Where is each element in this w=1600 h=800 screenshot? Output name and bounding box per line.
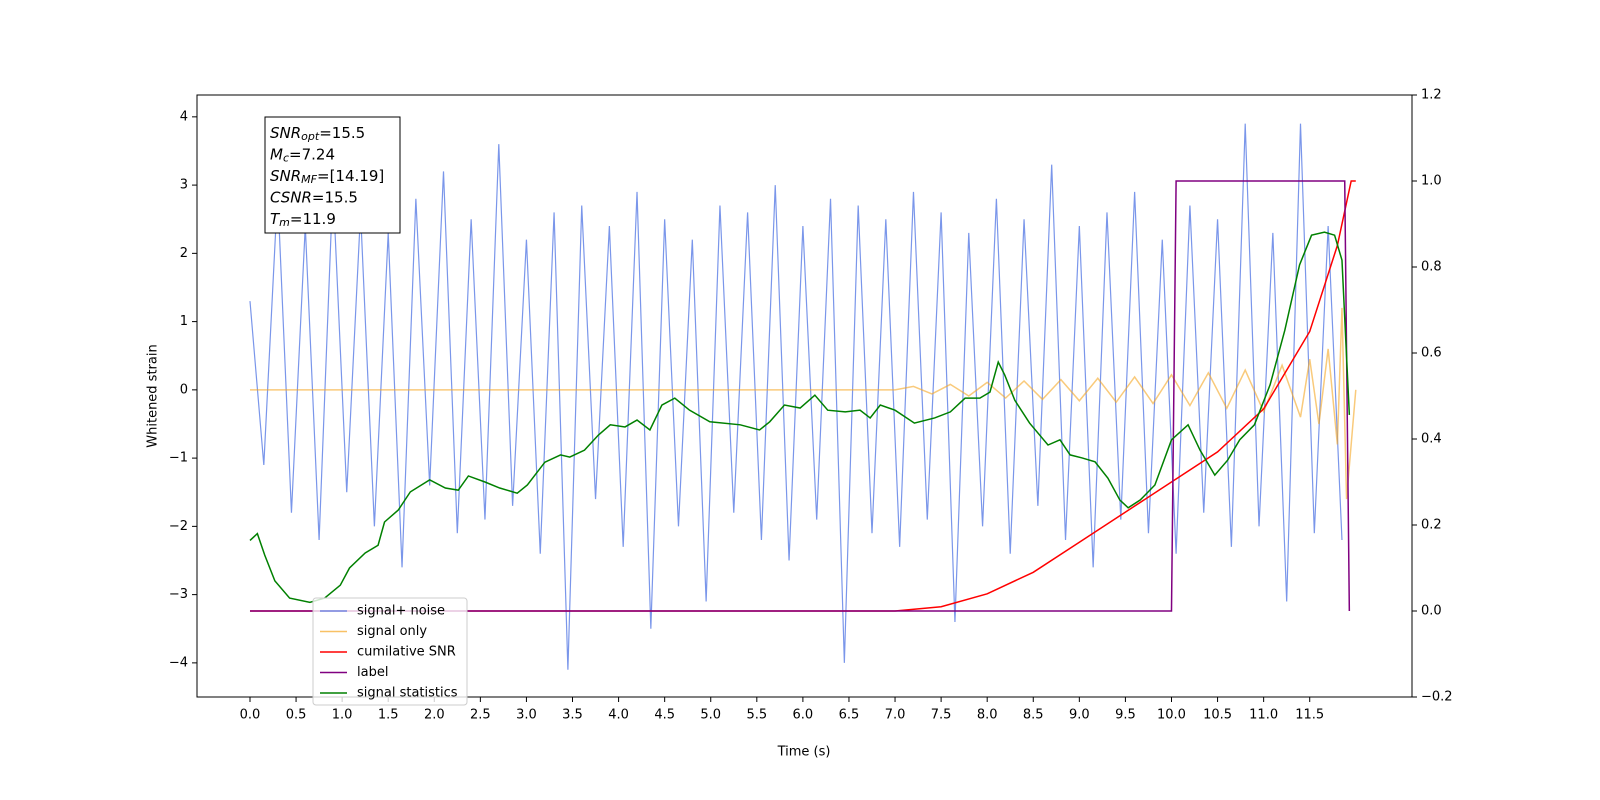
x-tick-label: 5.5 xyxy=(746,708,767,723)
x-tick-label: 4.5 xyxy=(654,708,675,723)
y-tick-label: −4 xyxy=(169,655,188,670)
series-line xyxy=(249,180,1351,612)
annotation-line: CSNR=15.5 xyxy=(270,188,358,206)
series-line xyxy=(249,307,1357,500)
annotation-symbol: SNR xyxy=(270,124,301,142)
series-line xyxy=(249,180,1356,612)
annotation-box: SNRopt=15.5Mc=7.24SNRMF=[14.19]CSNR=15.5… xyxy=(264,116,401,234)
x-tick-label: 8.0 xyxy=(977,708,998,723)
annotation-frame xyxy=(264,116,401,234)
x-tick-label: 10.5 xyxy=(1203,708,1232,723)
annotation-line: Mc=7.24 xyxy=(270,145,335,165)
x-tick-label: 5.0 xyxy=(700,708,721,723)
x-tick-label: 6.5 xyxy=(839,708,860,723)
x-tick-label: 0.0 xyxy=(240,708,261,723)
x-axis-label: Time (s) xyxy=(777,745,831,760)
x-tick-label: 3.0 xyxy=(516,708,537,723)
y-tick-label: −1 xyxy=(169,451,188,466)
x-tick-label: 3.5 xyxy=(562,708,583,723)
y2-tick-label: 1.2 xyxy=(1421,88,1442,103)
legend-label: signal statistics xyxy=(357,686,458,701)
annotation-symbol: CSNR xyxy=(270,188,312,206)
x-tick-label: 11.0 xyxy=(1249,708,1278,723)
y2-tick-label: 0.6 xyxy=(1421,346,1442,361)
annotation-symbol: SNR xyxy=(270,167,301,185)
annotation-subscript: c xyxy=(283,152,289,165)
x-tick-label: 7.5 xyxy=(931,708,952,723)
y-tick-label: 4 xyxy=(180,109,188,124)
annotation-subscript: MF xyxy=(301,173,317,186)
series-line xyxy=(249,123,1343,670)
y2-tick-label: 1.0 xyxy=(1421,174,1442,189)
legend-label: signal+ noise xyxy=(357,604,445,619)
x-tick-label: 2.5 xyxy=(470,708,491,723)
annotation-symbol: T xyxy=(270,210,281,228)
y-tick-label: 3 xyxy=(180,178,188,193)
annotation-value: =[14.19] xyxy=(317,167,384,185)
legend-label: cumilative SNR xyxy=(357,645,456,660)
y-tick-label: −3 xyxy=(169,587,188,602)
y2-tick-label: 0.0 xyxy=(1421,604,1442,619)
legend-label: label xyxy=(357,665,388,680)
y2-tick-label: 0.4 xyxy=(1421,432,1442,447)
y-tick-label: 0 xyxy=(180,382,188,397)
y-tick-label: 2 xyxy=(180,246,188,261)
annotation-line: SNRopt=15.5 xyxy=(270,124,365,144)
x-tick-label: 4.0 xyxy=(608,708,629,723)
x-tick-label: 11.5 xyxy=(1295,708,1324,723)
annotation-value: =7.24 xyxy=(289,145,335,163)
annotation-line: SNRMF=[14.19] xyxy=(270,167,384,187)
series-line xyxy=(249,231,1351,604)
plot-area xyxy=(249,123,1357,670)
x-tick-label: 9.0 xyxy=(1069,708,1090,723)
annotation-line: Tm=11.9 xyxy=(270,210,336,230)
annotation-subscript: opt xyxy=(301,130,320,143)
y2-tick-label: 0.2 xyxy=(1421,518,1442,533)
y-tick-label: −2 xyxy=(169,519,188,534)
x-tick-label: 7.0 xyxy=(885,708,906,723)
annotation-value: =15.5 xyxy=(312,188,358,206)
y2-tick-label: 0.8 xyxy=(1421,260,1442,275)
x-tick-label: 1.0 xyxy=(332,708,353,723)
x-tick-label: 9.5 xyxy=(1115,708,1136,723)
annotation-value: =15.5 xyxy=(319,124,365,142)
axes-frame xyxy=(196,94,1413,698)
annotation-subscript: m xyxy=(279,216,290,229)
y2-tick-label: −0.2 xyxy=(1421,690,1453,705)
y-axis-label: Whitened strain xyxy=(146,344,161,447)
x-tick-label: 8.5 xyxy=(1023,708,1044,723)
legend-label: signal only xyxy=(357,624,427,639)
x-tick-label: 1.5 xyxy=(378,708,399,723)
legend: signal+ noise signal only cumilative SNR la… xyxy=(312,597,468,706)
annotation-value: =11.9 xyxy=(290,210,336,228)
y-tick-label: 1 xyxy=(180,314,188,329)
annotation-symbol: M xyxy=(270,145,283,163)
x-tick-label: 0.5 xyxy=(286,708,307,723)
x-tick-label: 2.0 xyxy=(424,708,445,723)
x-tick-label: 10.0 xyxy=(1157,708,1186,723)
x-tick-label: 6.0 xyxy=(793,708,814,723)
legend-frame xyxy=(312,597,468,706)
